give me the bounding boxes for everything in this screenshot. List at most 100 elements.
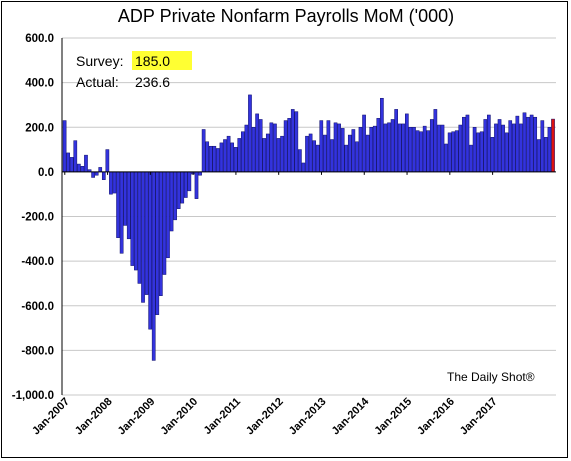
bar bbox=[219, 142, 224, 173]
x-tick-label: Jan-2016 bbox=[415, 396, 457, 438]
y-tick-label: 600.0 bbox=[25, 33, 54, 45]
bar bbox=[144, 171, 149, 295]
bar bbox=[112, 171, 117, 194]
bar bbox=[519, 123, 523, 173]
bar bbox=[294, 111, 299, 173]
bar bbox=[390, 119, 395, 173]
bar bbox=[476, 132, 480, 173]
bar bbox=[347, 134, 352, 173]
bar bbox=[244, 124, 249, 173]
bar bbox=[362, 114, 366, 173]
bar bbox=[137, 171, 142, 284]
x-tick-label: Jan-2011 bbox=[202, 396, 243, 437]
bars bbox=[62, 94, 555, 361]
bar bbox=[405, 113, 409, 173]
x-tick-label: Jan-2014 bbox=[330, 395, 372, 437]
bar bbox=[462, 116, 466, 173]
bar bbox=[230, 142, 234, 173]
bar bbox=[544, 137, 548, 173]
bar bbox=[337, 123, 341, 173]
bar bbox=[187, 171, 192, 192]
bar bbox=[251, 127, 256, 173]
bar bbox=[141, 171, 145, 303]
x-tick-label: Jan-2012 bbox=[244, 396, 286, 438]
bar bbox=[212, 145, 217, 173]
bar bbox=[241, 131, 245, 173]
bar bbox=[301, 162, 306, 173]
bar bbox=[283, 120, 288, 173]
bar bbox=[148, 171, 152, 330]
bar bbox=[504, 132, 509, 173]
bar bbox=[497, 119, 502, 173]
bar bbox=[333, 122, 338, 173]
bar bbox=[437, 124, 441, 173]
bar bbox=[312, 140, 316, 173]
bar bbox=[105, 149, 110, 173]
bar bbox=[330, 139, 334, 173]
bar bbox=[387, 122, 391, 173]
bar bbox=[166, 171, 170, 259]
bar bbox=[440, 124, 445, 173]
bar bbox=[84, 154, 88, 173]
y-tick-label: -200.0 bbox=[21, 212, 54, 224]
bar bbox=[376, 118, 381, 173]
bar bbox=[109, 171, 113, 195]
bar bbox=[201, 129, 206, 173]
bar bbox=[340, 128, 345, 173]
y-tick-label: 200.0 bbox=[25, 122, 54, 134]
bar bbox=[262, 138, 267, 173]
bar bbox=[77, 163, 81, 173]
bar bbox=[159, 171, 163, 296]
bar bbox=[454, 130, 459, 173]
bar bbox=[183, 171, 188, 198]
bar bbox=[116, 171, 120, 238]
actual-value: 236.6 bbox=[135, 74, 170, 90]
x-tick-label: Jan-2017 bbox=[458, 396, 500, 438]
bar bbox=[273, 123, 277, 173]
bar bbox=[326, 120, 331, 173]
bar bbox=[412, 127, 416, 173]
bar bbox=[408, 127, 413, 173]
bar bbox=[73, 140, 78, 173]
bar bbox=[533, 116, 538, 173]
bar bbox=[547, 127, 552, 173]
bar bbox=[208, 145, 213, 173]
bar bbox=[372, 125, 377, 173]
bar bbox=[426, 130, 431, 173]
bar bbox=[429, 119, 434, 173]
bar bbox=[358, 127, 363, 173]
bar bbox=[151, 171, 156, 361]
bar bbox=[494, 123, 498, 173]
bar bbox=[130, 171, 135, 266]
bar bbox=[529, 114, 534, 173]
bar bbox=[205, 141, 210, 173]
bar bbox=[508, 120, 513, 173]
x-tick-label: Jan-2015 bbox=[372, 396, 414, 438]
bar bbox=[526, 116, 530, 173]
bar bbox=[458, 124, 463, 173]
bar bbox=[237, 138, 242, 173]
bar bbox=[80, 166, 85, 173]
bar bbox=[369, 127, 374, 173]
bar bbox=[536, 139, 541, 173]
survey-value: 185.0 bbox=[135, 53, 170, 69]
bar bbox=[483, 119, 488, 173]
y-tick-label: -1,000.0 bbox=[12, 390, 54, 402]
bar bbox=[176, 171, 181, 209]
bar bbox=[233, 147, 238, 173]
bar bbox=[265, 133, 270, 173]
x-tick-label: Jan-2008 bbox=[73, 396, 115, 438]
bar bbox=[162, 171, 167, 275]
bar bbox=[490, 137, 495, 173]
bar bbox=[119, 171, 124, 254]
x-tick-label: Jan-2009 bbox=[116, 396, 158, 438]
bar bbox=[380, 97, 384, 173]
bar bbox=[383, 123, 388, 173]
bar bbox=[422, 125, 427, 173]
bar bbox=[351, 129, 356, 173]
bar bbox=[305, 135, 309, 173]
chart-title: ADP Private Nonfarm Payrolls MoM ('000) bbox=[118, 6, 454, 26]
bar bbox=[248, 94, 252, 173]
